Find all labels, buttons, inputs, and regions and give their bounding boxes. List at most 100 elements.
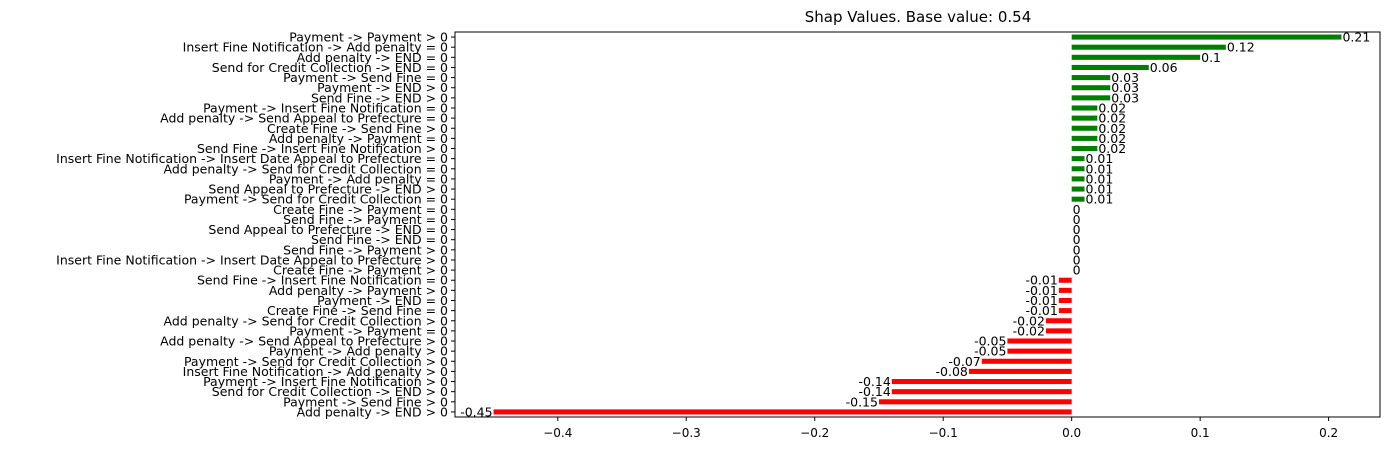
bar — [1071, 135, 1098, 141]
y-tick-label: Add penalty -> END = 0 — [297, 50, 448, 65]
bar-value-label: 0 — [1073, 212, 1081, 227]
bar-value-label: 0.12 — [1227, 40, 1255, 55]
bar — [1071, 54, 1201, 60]
y-tick-label: Create Fine -> Send Fine > 0 — [267, 121, 448, 136]
bar — [1058, 277, 1072, 283]
bar-value-label: 0 — [1073, 232, 1081, 247]
y-tick-label: Payment -> Add penalty > 0 — [269, 344, 448, 359]
y-tick-label: Send Appeal to Prefecture -> END = 0 — [208, 222, 448, 237]
bar — [1045, 318, 1072, 324]
value-label-group: 0.210.120.10.060.030.030.030.020.020.020… — [460, 30, 1370, 420]
chart-title: Shap Values. Base value: 0.54 — [805, 8, 1032, 26]
x-axis: −0.4 −0.3 −0.2 −0.1 0.0 0.1 0.2 — [543, 417, 1338, 440]
y-tick-label: Payment -> Payment = 0 — [289, 323, 448, 338]
bar-value-label: 0.02 — [1098, 121, 1126, 136]
y-tick-label: Send Fine -> Payment = 0 — [283, 212, 448, 227]
y-tick-label: Payment -> END = 0 — [317, 293, 448, 308]
bar-value-label: -0.01 — [1025, 303, 1057, 318]
y-tick-label: Insert Fine Notification -> Add penalty … — [183, 40, 448, 55]
x-tick-label: −0.1 — [929, 426, 958, 440]
bar — [878, 399, 1072, 405]
bar-value-label: -0.14 — [858, 384, 890, 399]
bar-value-label: 0.01 — [1086, 192, 1114, 207]
y-tick-label: Add penalty -> Send for Credit Collectio… — [164, 313, 449, 328]
y-tick-label: Add penalty -> Send for Credit Collectio… — [164, 161, 449, 176]
bar — [1007, 348, 1072, 354]
y-tick-label: Payment -> Insert Fine Notification > 0 — [203, 374, 448, 389]
y-tick-label: Send Appeal to Prefecture -> END > 0 — [208, 182, 448, 197]
bar — [1071, 85, 1111, 91]
x-tick-label: 0.0 — [1062, 426, 1081, 440]
bar — [1058, 287, 1072, 293]
y-tick-label: Payment -> Send for Credit Collection > … — [184, 354, 448, 369]
bar-value-label: 0.06 — [1150, 60, 1178, 75]
x-tick-label: 0.2 — [1319, 426, 1338, 440]
bar-value-label: 0.21 — [1342, 30, 1370, 45]
y-tick-label: Add penalty -> END > 0 — [297, 404, 448, 419]
bar — [1071, 95, 1111, 101]
bar-series — [493, 34, 1342, 415]
bar — [968, 368, 1072, 374]
bar — [493, 409, 1072, 415]
y-tick-label: Add penalty -> Send Appeal to Prefecture… — [160, 334, 448, 349]
bar — [891, 389, 1072, 395]
y-tick-label: Payment -> Add penalty = 0 — [269, 171, 448, 186]
bar-value-label: 0.03 — [1111, 90, 1139, 105]
y-tick-label: Insert Fine Notification -> Insert Date … — [56, 151, 448, 166]
bar-value-label: -0.01 — [1025, 273, 1057, 288]
bar — [1071, 105, 1098, 111]
bar — [1071, 75, 1111, 81]
bar — [1071, 115, 1098, 121]
bar-value-label: 0.02 — [1098, 141, 1126, 156]
y-tick-label: Payment -> Send Fine > 0 — [283, 394, 448, 409]
y-tick-label: Send for Credit Collection -> END > 0 — [212, 384, 448, 399]
bar-value-label: -0.45 — [460, 404, 492, 419]
bar-value-label: -0.05 — [974, 334, 1006, 349]
y-tick-label: Payment -> Payment > 0 — [289, 30, 448, 45]
bar — [1071, 34, 1342, 40]
y-tick-label: Payment -> Insert Fine Notification = 0 — [203, 100, 448, 115]
bar — [1071, 176, 1085, 182]
y-tick-label: Add penalty -> Send Appeal to Prefecture… — [160, 111, 448, 126]
bar — [1058, 308, 1072, 314]
bar — [1071, 125, 1098, 131]
bar — [1071, 186, 1085, 192]
bar-value-label: 0 — [1073, 263, 1081, 278]
bar — [1071, 196, 1085, 202]
bar-value-label: 0 — [1073, 252, 1081, 267]
bar — [1071, 166, 1085, 172]
x-tick-label: −0.4 — [543, 426, 572, 440]
bar — [1071, 44, 1226, 50]
y-tick-label: Send Fine -> END > 0 — [311, 90, 448, 105]
bar-value-label: 0.03 — [1111, 80, 1139, 95]
bar-value-label: 0.01 — [1086, 171, 1114, 186]
bar — [1007, 338, 1072, 344]
bar-value-label: 0.01 — [1086, 182, 1114, 197]
bar — [1045, 328, 1072, 334]
y-tick-label: Send Fine -> Insert Fine Notification > … — [197, 141, 448, 156]
bar-value-label: -0.07 — [948, 354, 980, 369]
y-tick-label: Add penalty -> Payment > 0 — [269, 283, 448, 298]
bar-value-label: 0 — [1073, 222, 1081, 237]
bar-value-label: 0 — [1073, 202, 1081, 217]
y-tick-label: Send Fine -> Payment > 0 — [283, 242, 448, 257]
y-tick-label: Insert Fine Notification -> Add penalty … — [183, 364, 448, 379]
bar-value-label: 0.02 — [1098, 100, 1126, 115]
y-tick-label: Payment -> END > 0 — [317, 80, 448, 95]
y-tick-label: Payment -> Send for Credit Collection = … — [184, 192, 448, 207]
bar-value-label: -0.02 — [1013, 323, 1045, 338]
bar — [891, 379, 1072, 385]
y-tick-label: Create Fine -> Send Fine = 0 — [267, 303, 448, 318]
bar-value-label: -0.01 — [1025, 283, 1057, 298]
bar-value-label: 0.02 — [1098, 111, 1126, 126]
bar-value-label: -0.01 — [1025, 293, 1057, 308]
bar-value-label: -0.02 — [1013, 313, 1045, 328]
bar-value-label: 0.03 — [1111, 70, 1139, 85]
y-tick-label: Send for Credit Collection -> END = 0 — [212, 60, 448, 75]
y-tick-label: Send Fine -> Insert Fine Notification = … — [197, 273, 448, 288]
bar-value-label: -0.05 — [974, 344, 1006, 359]
bar-value-label: 0.1 — [1201, 50, 1221, 65]
bar-value-label: -0.08 — [936, 364, 968, 379]
